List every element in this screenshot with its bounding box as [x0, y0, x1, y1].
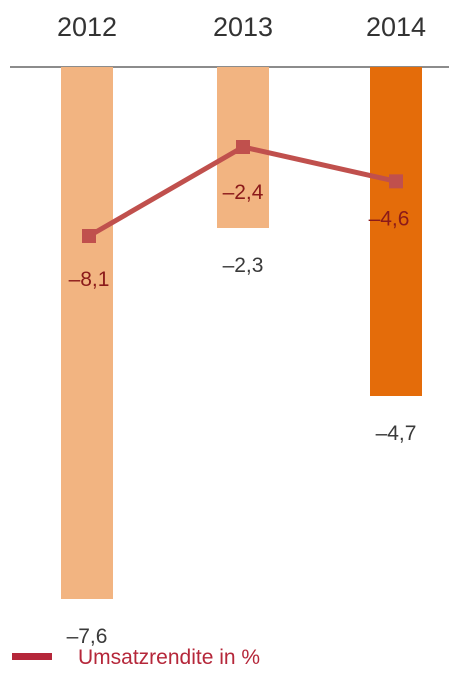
legend-label: Umsatzrendite in %: [78, 646, 260, 669]
year-label-2014: 2014: [366, 12, 426, 42]
bar-2012: [61, 67, 113, 599]
line-value-label-2012: –8,1: [69, 268, 110, 291]
year-label-2013: 2013: [213, 12, 273, 42]
line-marker-2014: [389, 174, 403, 189]
line-value-label-2014: –4,6: [369, 207, 410, 230]
bar-2014: [370, 67, 422, 396]
year-label-2012: 2012: [57, 12, 117, 42]
legend-swatch: [12, 653, 52, 660]
line-marker-2013: [236, 140, 250, 154]
line-layer: [82, 140, 403, 243]
year-labels: 2012 2013 2014: [57, 12, 426, 42]
bar-value-label-2012: –7,6: [67, 625, 108, 648]
line-value-label-2013: –2,4: [223, 181, 264, 204]
bar-value-label-2013: –2,3: [223, 254, 264, 277]
legend: Umsatzrendite in %: [12, 646, 260, 669]
line-value-labels: –8,1 –2,4 –4,6: [69, 181, 410, 291]
bar-value-label-2014: –4,7: [376, 422, 417, 445]
line-marker-2012: [82, 229, 96, 243]
bar-value-labels: –7,6 –2,3 –4,7: [67, 254, 417, 648]
